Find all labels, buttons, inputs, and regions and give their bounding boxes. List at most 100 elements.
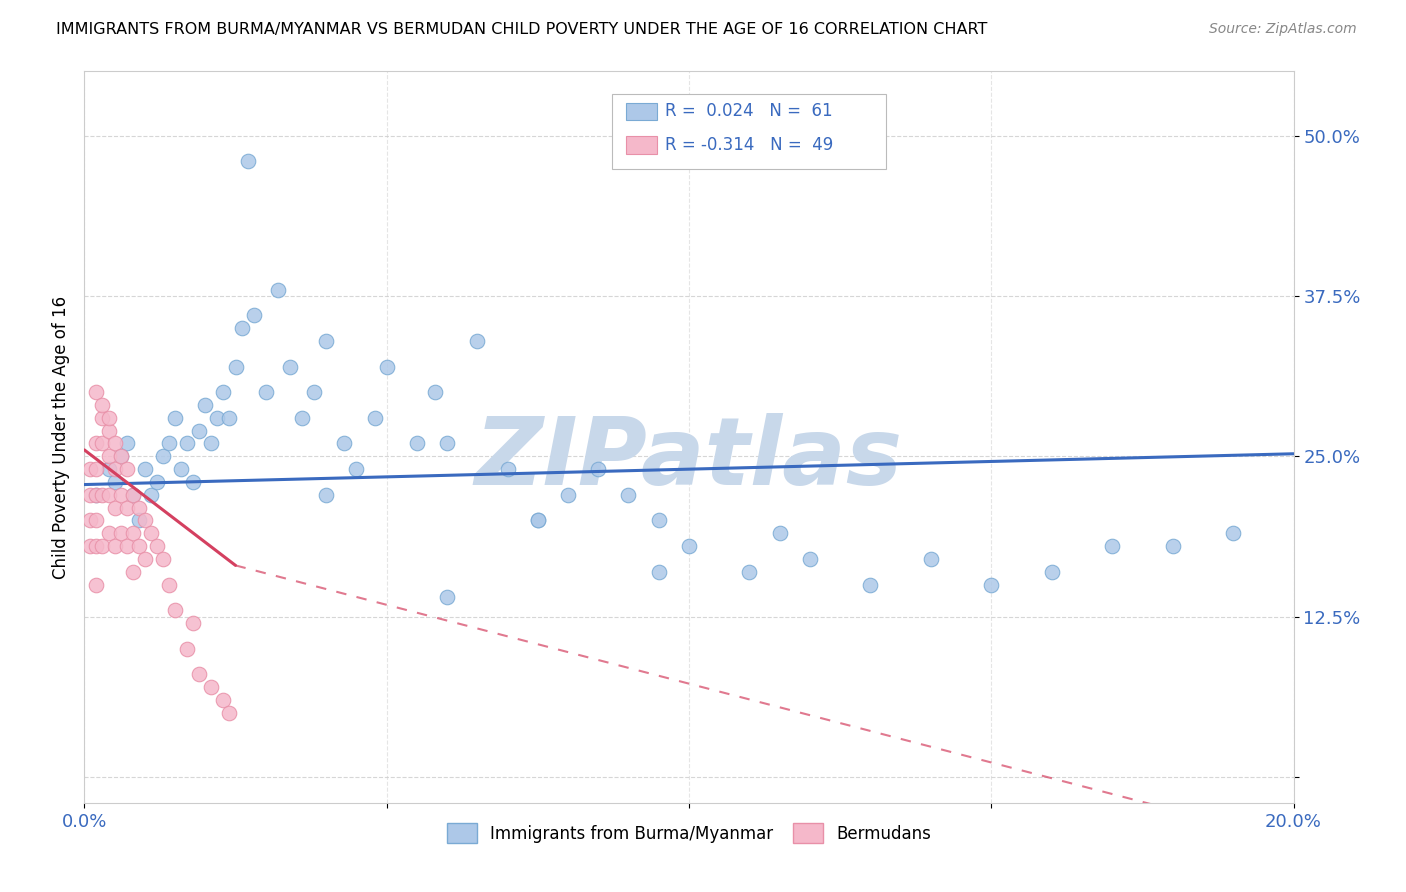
- Point: [200, 436, 222, 450]
- Point: [115, 500, 138, 515]
- Point: [194, 398, 217, 412]
- Point: [97, 424, 120, 438]
- Point: [86, 488, 108, 502]
- Point: [157, 436, 180, 450]
- Point: [527, 514, 550, 528]
- Point: [134, 552, 156, 566]
- Point: [267, 283, 290, 297]
- Point: [588, 462, 610, 476]
- Point: [115, 462, 138, 476]
- Point: [157, 577, 180, 591]
- Point: [139, 526, 162, 541]
- Point: [436, 591, 458, 605]
- Point: [104, 500, 127, 515]
- Point: [423, 385, 446, 400]
- Point: [97, 462, 120, 476]
- Point: [86, 514, 108, 528]
- Point: [207, 410, 229, 425]
- Point: [110, 488, 132, 502]
- Point: [527, 514, 550, 528]
- Point: [799, 552, 821, 566]
- Point: [176, 436, 198, 450]
- Point: [242, 308, 264, 322]
- Point: [467, 334, 489, 348]
- Point: [79, 539, 101, 553]
- Point: [980, 577, 1002, 591]
- Point: [678, 539, 700, 553]
- Point: [152, 450, 174, 464]
- Point: [200, 681, 222, 695]
- Point: [406, 436, 429, 450]
- Point: [115, 436, 138, 450]
- Point: [346, 462, 368, 476]
- Point: [363, 410, 385, 425]
- Point: [333, 436, 356, 450]
- Point: [769, 526, 792, 541]
- Point: [97, 410, 120, 425]
- Point: [91, 436, 114, 450]
- Point: [254, 385, 277, 400]
- Point: [212, 693, 235, 707]
- Point: [121, 526, 143, 541]
- Point: [146, 539, 169, 553]
- Point: [1101, 539, 1123, 553]
- Point: [152, 552, 174, 566]
- Text: R =  0.024   N =  61: R = 0.024 N = 61: [665, 103, 832, 120]
- Point: [121, 488, 143, 502]
- Text: IMMIGRANTS FROM BURMA/MYANMAR VS BERMUDAN CHILD POVERTY UNDER THE AGE OF 16 CORR: IMMIGRANTS FROM BURMA/MYANMAR VS BERMUDA…: [56, 22, 987, 37]
- Point: [110, 526, 132, 541]
- Text: Source: ZipAtlas.com: Source: ZipAtlas.com: [1209, 22, 1357, 37]
- Point: [104, 462, 127, 476]
- Point: [218, 706, 240, 720]
- Point: [188, 667, 211, 681]
- Point: [86, 462, 108, 476]
- Point: [97, 526, 120, 541]
- Point: [648, 565, 671, 579]
- Point: [104, 475, 127, 489]
- Point: [436, 436, 458, 450]
- Text: R = -0.314   N =  49: R = -0.314 N = 49: [665, 136, 834, 154]
- Point: [212, 385, 235, 400]
- Point: [104, 539, 127, 553]
- Y-axis label: Child Poverty Under the Age of 16: Child Poverty Under the Age of 16: [52, 295, 70, 579]
- Point: [121, 488, 143, 502]
- Point: [121, 565, 143, 579]
- Point: [738, 565, 761, 579]
- Point: [86, 539, 108, 553]
- Point: [291, 410, 314, 425]
- Point: [91, 410, 114, 425]
- Point: [315, 488, 337, 502]
- Point: [225, 359, 247, 374]
- Point: [91, 488, 114, 502]
- Point: [231, 321, 253, 335]
- Point: [218, 410, 240, 425]
- Point: [97, 450, 120, 464]
- Point: [128, 500, 150, 515]
- Point: [170, 462, 193, 476]
- Point: [617, 488, 640, 502]
- Point: [165, 603, 187, 617]
- Point: [91, 539, 114, 553]
- Point: [1161, 539, 1184, 553]
- Point: [920, 552, 942, 566]
- Point: [375, 359, 398, 374]
- Point: [557, 488, 579, 502]
- Point: [181, 616, 204, 631]
- Point: [648, 514, 671, 528]
- Point: [86, 385, 108, 400]
- Point: [110, 450, 132, 464]
- Point: [79, 462, 101, 476]
- Point: [496, 462, 519, 476]
- Point: [115, 539, 138, 553]
- Point: [859, 577, 882, 591]
- Point: [97, 488, 120, 502]
- Point: [134, 514, 156, 528]
- Point: [86, 436, 108, 450]
- Point: [79, 488, 101, 502]
- Point: [176, 641, 198, 656]
- Point: [315, 334, 337, 348]
- Point: [128, 514, 150, 528]
- Point: [188, 424, 211, 438]
- Point: [278, 359, 301, 374]
- Legend: Immigrants from Burma/Myanmar, Bermudans: Immigrants from Burma/Myanmar, Bermudans: [440, 817, 938, 849]
